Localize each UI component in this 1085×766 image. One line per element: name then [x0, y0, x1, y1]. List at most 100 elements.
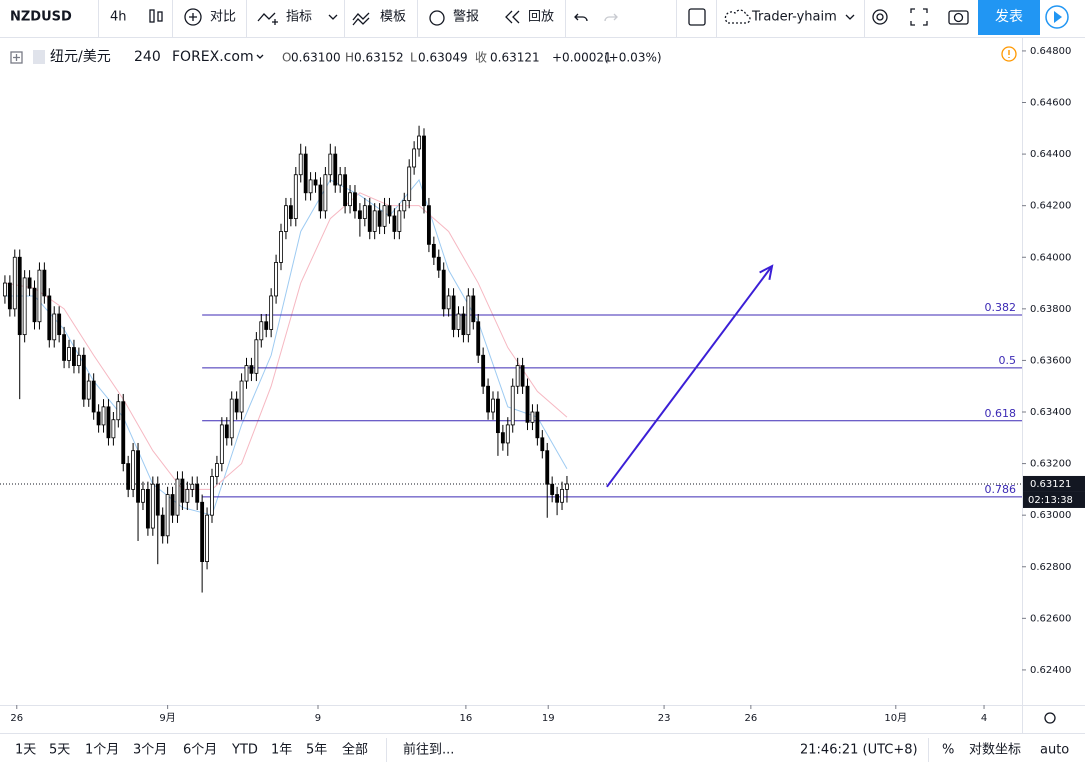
candle-body: [412, 148, 417, 168]
candle-body: [367, 205, 372, 232]
candle-body: [397, 210, 402, 232]
candle-body: [318, 184, 323, 212]
candle-body: [481, 354, 486, 387]
low-label: L: [410, 51, 417, 65]
user[interactable]: Trader-yhaim: [751, 10, 837, 25]
candle-body: [27, 277, 32, 289]
candle-body: [392, 215, 397, 232]
countdown-box: [1023, 491, 1085, 508]
candle-body: [106, 406, 111, 439]
redo[interactable]: [604, 13, 618, 22]
candle-body: [422, 135, 426, 207]
candle-body: [57, 313, 62, 336]
range-button[interactable]: 5天: [49, 743, 70, 758]
candle-body: [269, 295, 274, 330]
top-toolbar: [0, 0, 1085, 37]
percent-toggle[interactable]: %: [942, 743, 954, 758]
candle-body: [357, 210, 362, 219]
alert[interactable]: 警报: [453, 9, 479, 25]
fullscreen[interactable]: [910, 8, 928, 26]
candle-body: [540, 437, 545, 452]
candle-body: [111, 419, 116, 439]
replay-icon[interactable]: [505, 10, 520, 24]
candle-body: [441, 269, 446, 310]
price-label: 0.63200: [1030, 459, 1071, 470]
templates-icon[interactable]: [352, 12, 370, 26]
candle-body: [91, 380, 96, 413]
time-label: 16: [460, 713, 473, 724]
trend-arrow: [606, 265, 773, 488]
candle-body: [195, 483, 200, 503]
undo[interactable]: [574, 13, 588, 22]
axis-settings[interactable]: [1044, 712, 1056, 724]
range-buttons: 1天 5天 1个月 3个月 6个月 YTD 1年 5年 全部: [15, 742, 368, 758]
alert-icon[interactable]: [429, 10, 445, 26]
range-button[interactable]: 3个月: [133, 743, 167, 758]
candle-body: [456, 313, 461, 330]
candle-body: [67, 347, 71, 361]
chevron[interactable]: [256, 54, 264, 59]
replay[interactable]: 回放: [528, 10, 554, 25]
collapse-icon[interactable]: [10, 51, 23, 64]
candle-body: [224, 424, 229, 439]
auto-toggle[interactable]: auto: [1040, 743, 1069, 758]
warning-icon[interactable]: [1001, 46, 1017, 62]
range-button[interactable]: 1天: [15, 743, 36, 758]
range-button[interactable]: 1个月: [85, 743, 119, 758]
candle-body: [205, 514, 209, 562]
range-button[interactable]: 1年: [271, 743, 292, 758]
publish-button[interactable]: [978, 0, 1040, 35]
candle-body: [259, 321, 264, 341]
candle-body: [461, 313, 466, 336]
legend-name[interactable]: 纽元/美元: [50, 49, 111, 65]
publish[interactable]: 发表: [995, 9, 1023, 25]
candle-body: [141, 488, 145, 503]
price-label: 0.63600: [1030, 355, 1071, 366]
range-button[interactable]: 全部: [342, 742, 368, 758]
candle-body: [555, 494, 560, 503]
range-button[interactable]: 5年: [306, 743, 327, 758]
candle-body: [510, 385, 515, 426]
goto-date[interactable]: 前往到...: [403, 742, 454, 758]
candle-body: [17, 256, 22, 336]
high-value: 0.63152: [354, 51, 404, 65]
candle-body: [328, 153, 333, 176]
candle-body: [279, 231, 283, 263]
interval[interactable]: 4h: [110, 10, 127, 25]
log-toggle[interactable]: 对数坐标: [969, 743, 1021, 758]
candle-body: [121, 401, 126, 464]
candle-body: [284, 205, 288, 232]
range-button[interactable]: YTD: [231, 743, 258, 758]
candle-body: [431, 243, 436, 258]
candle-body: [72, 347, 76, 366]
candle-body: [244, 365, 249, 382]
candle-body: [131, 450, 136, 490]
templates[interactable]: 模板: [380, 10, 406, 25]
fib-label: 0.786: [985, 483, 1017, 496]
candle-body: [126, 463, 131, 490]
layout-icon[interactable]: [688, 8, 706, 26]
symbol[interactable]: NZDUSD: [10, 10, 72, 25]
indicators-icon[interactable]: [257, 12, 278, 25]
play-icon[interactable]: [1045, 5, 1069, 29]
clock[interactable]: 21:46:21 (UTC+8): [800, 743, 918, 758]
indicators[interactable]: 指标: [286, 10, 312, 25]
candle-body: [560, 488, 564, 503]
candle-body: [471, 295, 476, 323]
candle-body: [348, 192, 352, 207]
candle-body: [407, 166, 412, 201]
fib-label: 0.618: [985, 407, 1017, 420]
screenshot[interactable]: [948, 10, 969, 25]
change: +0.00021: [552, 51, 612, 65]
candle-body: [47, 295, 52, 341]
range-button[interactable]: 6个月: [183, 743, 217, 758]
settings[interactable]: [872, 9, 888, 25]
chevron[interactable]: [845, 14, 855, 20]
chevron[interactable]: [328, 14, 338, 20]
chart-type-icon[interactable]: [149, 9, 163, 23]
compare-icon[interactable]: [184, 8, 202, 26]
compare[interactable]: 对比: [210, 10, 236, 25]
candle-body: [200, 501, 205, 562]
candle-body: [274, 262, 279, 297]
